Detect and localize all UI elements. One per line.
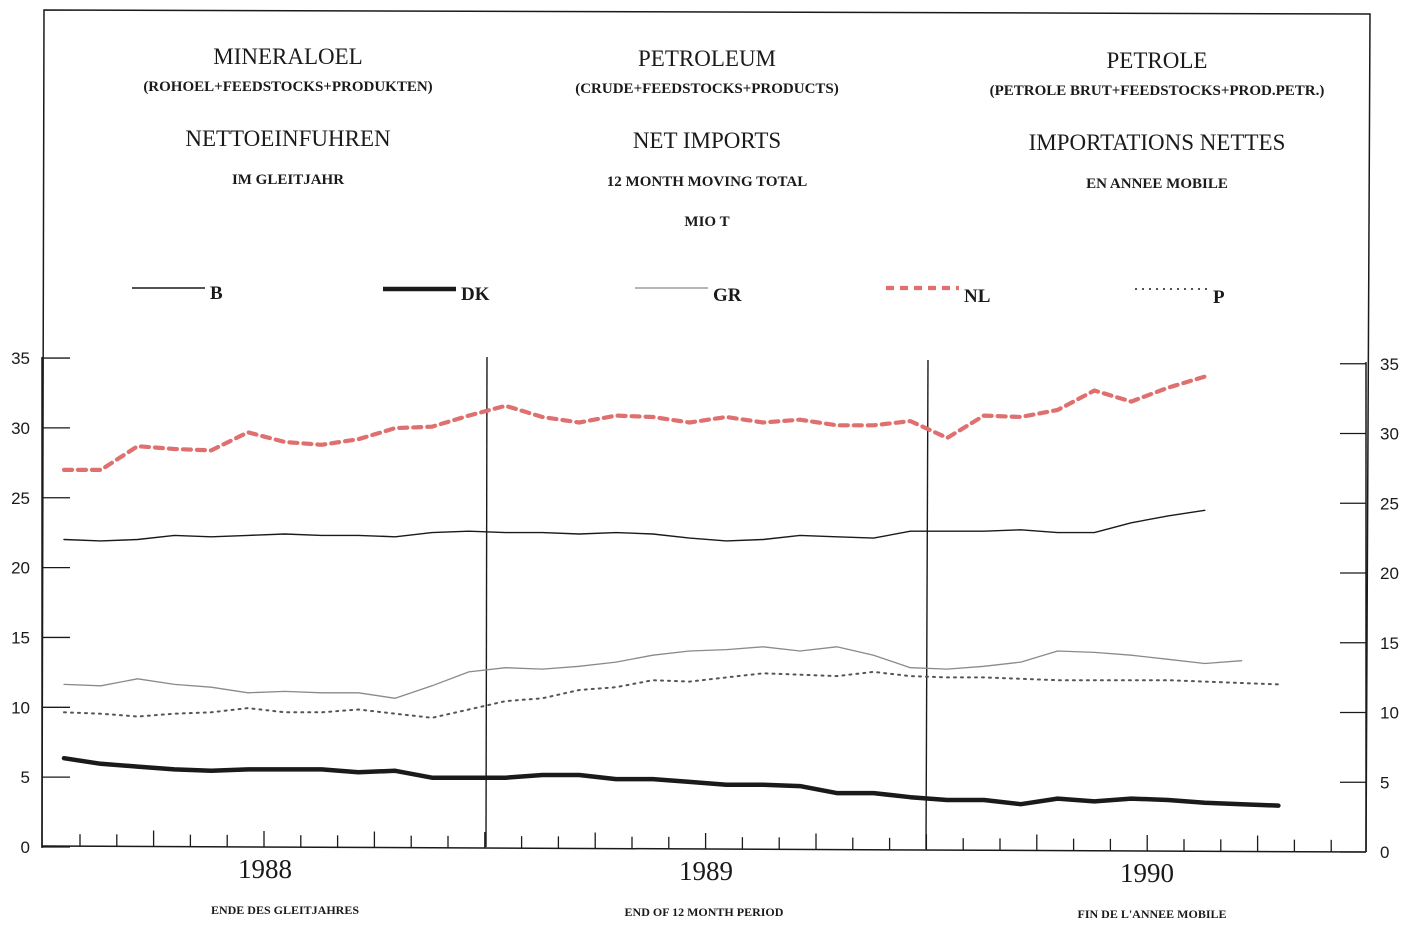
y-tick-label-right-15: 15 [1380, 634, 1399, 653]
legend: B DK GR NL P [132, 283, 1225, 308]
y-tick-label-right-10: 10 [1380, 704, 1399, 723]
chart-frame [41, 9, 1371, 853]
legend-item-gr: GR [635, 285, 742, 306]
header-fr: PETROLE (PETROLE BRUT+FEEDSTOCKS+PROD.PE… [990, 48, 1325, 192]
x-axis [41, 845, 1367, 853]
header-fr-heading: IMPORTATIONS NETTES [1029, 130, 1286, 155]
y-axis-right: 0 5 10 15 20 25 30 35 [1340, 355, 1399, 862]
legend-item-dk: DK [383, 284, 490, 305]
legend-label-dk: DK [461, 284, 490, 305]
header-en-subtitle: (CRUDE+FEEDSTOCKS+PRODUCTS) [575, 81, 839, 97]
year-divider-1989 [485, 356, 488, 848]
legend-label-nl: NL [964, 286, 990, 307]
header-de-title: MINERALOEL [213, 44, 362, 69]
y-tick-label-left-20: 20 [11, 559, 30, 578]
legend-label-gr: GR [713, 285, 742, 306]
header-de-subtitle: (ROHOEL+FEEDSTOCKS+PRODUKTEN) [143, 79, 432, 95]
year-label-1988: 1988 [238, 854, 292, 884]
header-de-period: IM GLEITJAHR [232, 172, 344, 188]
year-label-1990: 1990 [1120, 858, 1174, 888]
year-label-1989: 1989 [679, 856, 733, 886]
y-tick-label-right-5: 5 [1380, 773, 1389, 792]
y-tick-label-right-20: 20 [1380, 564, 1399, 583]
series-line-dk [61, 755, 1281, 808]
y-tick-label-left-10: 10 [11, 698, 30, 717]
y-tick-label-left-35: 35 [11, 349, 30, 368]
header-fr-subtitle: (PETROLE BRUT+FEEDSTOCKS+PROD.PETR.) [990, 83, 1325, 99]
series-line-b [63, 509, 1206, 542]
y-tick-label-left-15: 15 [11, 628, 30, 647]
y-axis-left: 0 5 10 15 20 25 30 35 [11, 349, 70, 857]
series-line-gr [63, 646, 1243, 699]
header-fr-period: EN ANNEE MOBILE [1086, 176, 1228, 192]
footer-de: ENDE DES GLEITJAHRES [211, 903, 359, 917]
series-line-nl [61, 374, 1207, 472]
header-en: PETROLEUM (CRUDE+FEEDSTOCKS+PRODUCTS) NE… [575, 46, 839, 230]
header-de: MINERALOEL (ROHOEL+FEEDSTOCKS+PRODUKTEN)… [143, 44, 432, 188]
y-tick-label-right-25: 25 [1380, 494, 1399, 513]
y-tick-label-right-35: 35 [1380, 355, 1399, 374]
y-tick-label-left-0: 0 [21, 838, 30, 857]
legend-item-b: B [132, 283, 223, 304]
legend-item-p: P [1135, 287, 1225, 308]
y-tick-label-right-30: 30 [1380, 425, 1399, 444]
year-divider-1990 [925, 359, 929, 850]
header-en-title: PETROLEUM [638, 46, 776, 71]
series-line-p [63, 670, 1280, 719]
footer-fr: FIN DE L'ANNEE MOBILE [1077, 907, 1226, 921]
header-fr-title: PETROLE [1107, 48, 1208, 73]
legend-label-p: P [1213, 287, 1225, 308]
header-en-period: 12 MONTH MOVING TOTAL [607, 174, 807, 190]
legend-label-b: B [210, 283, 223, 304]
series-layer [61, 374, 1281, 808]
header-de-heading: NETTOEINFUHREN [185, 126, 391, 151]
header-en-unit: MIO T [684, 214, 729, 230]
x-axis-ticks [79, 830, 1332, 852]
y-tick-label-left-25: 25 [11, 489, 30, 508]
y-tick-label-left-5: 5 [21, 768, 30, 787]
y-tick-label-left-30: 30 [11, 419, 30, 438]
y-tick-label-right-0: 0 [1380, 843, 1389, 862]
legend-item-nl: NL [886, 285, 990, 307]
footer-en: END OF 12 MONTH PERIOD [625, 905, 784, 919]
header-en-heading: NET IMPORTS [633, 128, 781, 153]
